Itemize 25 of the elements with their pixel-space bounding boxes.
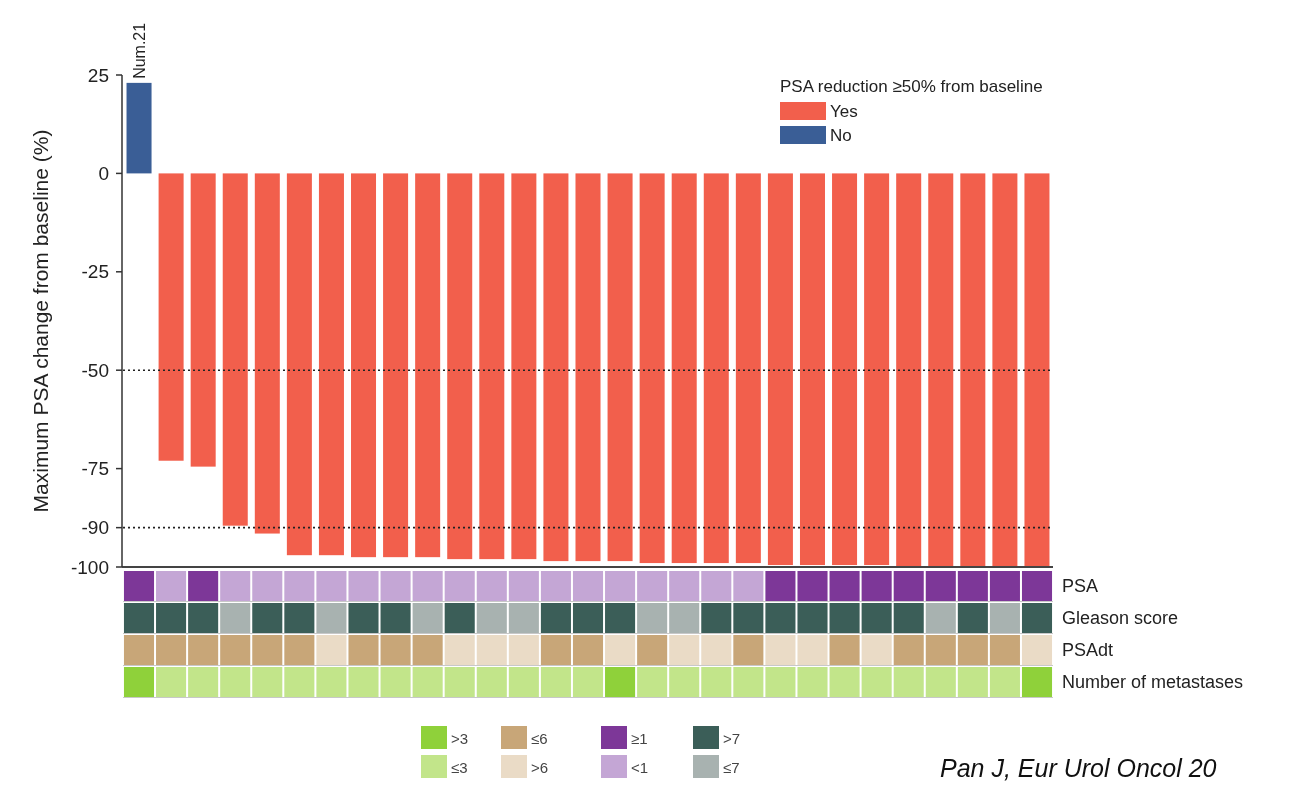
- y-axis-title: PSA: [1062, 576, 1099, 596]
- y-tick-label: 0: [98, 162, 109, 184]
- y-axis-title: Number of metastases: [1062, 672, 1244, 692]
- legend-label: No: [830, 125, 852, 145]
- legend-label: ≥1: [631, 729, 648, 747]
- x-tick-label: Num.21: [130, 22, 148, 79]
- legend-label: <1: [631, 758, 649, 776]
- legend-label: ≤3: [451, 758, 468, 776]
- legend-label: >7: [723, 729, 741, 747]
- y-tick-label: -90: [81, 517, 109, 539]
- y-tick-label: -25: [81, 261, 109, 283]
- y-tick-label: -75: [81, 458, 109, 480]
- legend-label: ≤7: [723, 758, 740, 776]
- y-tick-label: -50: [81, 359, 109, 381]
- legend-title: PSA reduction ≥50% from baseline: [780, 77, 1043, 96]
- y-axis-title: PSAdt: [1062, 640, 1114, 660]
- text: Pan J, Eur Urol Oncol 20: [940, 754, 1217, 782]
- legend-label: >3: [451, 729, 469, 747]
- legend-label: >6: [531, 758, 549, 776]
- y-axis-title: Gleason score: [1062, 608, 1179, 628]
- y-tick-label: 25: [87, 64, 109, 86]
- legend-label: Yes: [830, 101, 858, 121]
- legend-label: ≤6: [531, 729, 548, 747]
- y-axis-title: Maximum PSA change from baseline (%): [28, 129, 52, 513]
- y-tick-label: -100: [70, 556, 109, 578]
